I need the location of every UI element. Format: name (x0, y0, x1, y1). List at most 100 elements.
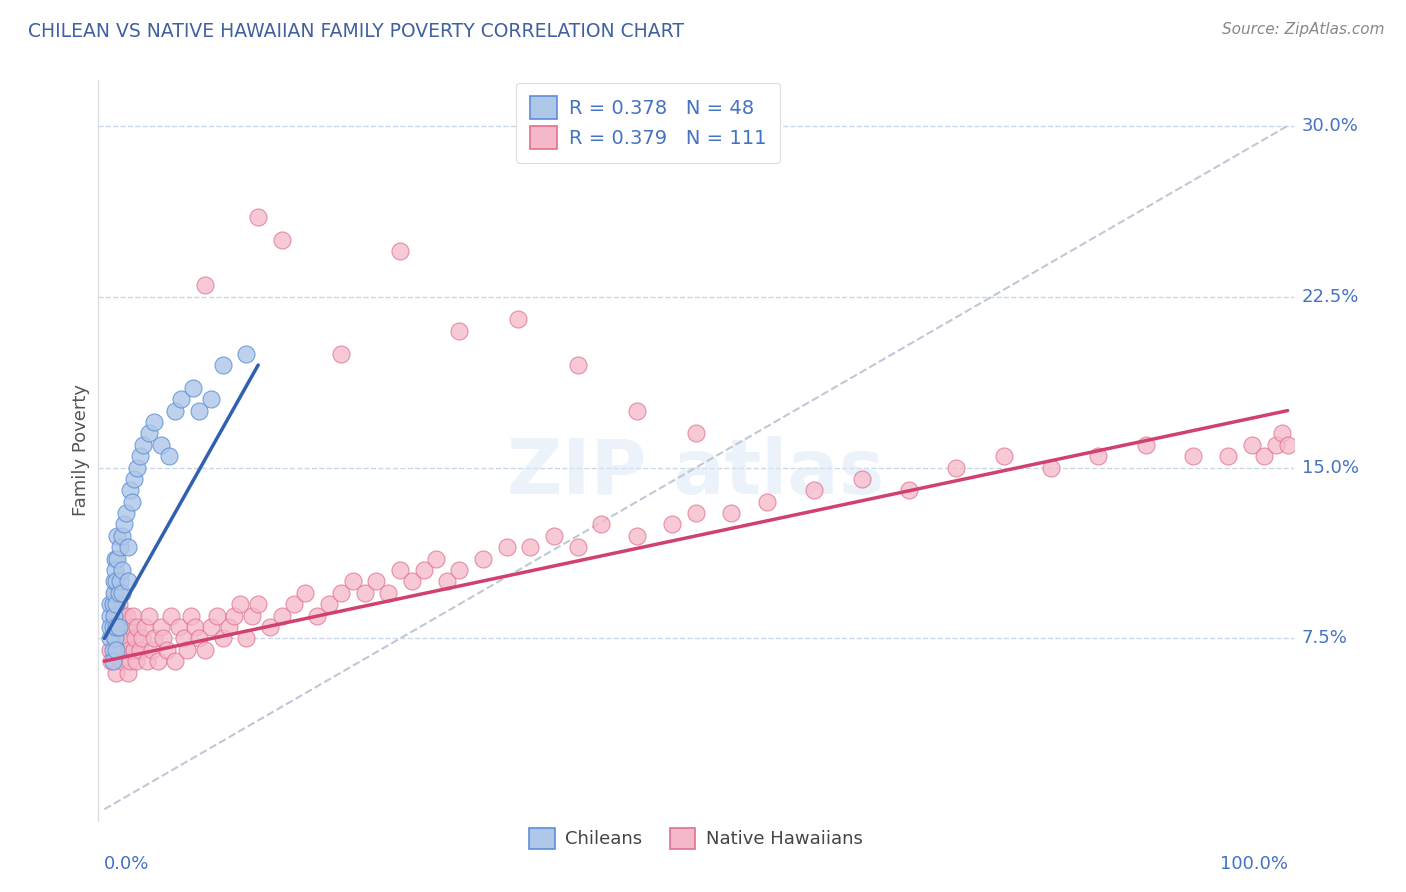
Text: 100.0%: 100.0% (1219, 855, 1288, 873)
Point (114, 517, 136, 532)
Point (218, 620, 240, 634)
Point (124, 632, 146, 646)
Point (114, 506, 136, 520)
Text: 30.0%: 30.0% (1302, 117, 1358, 135)
Point (270, 608, 292, 623)
Point (401, 574, 423, 589)
Point (132, 438, 155, 452)
Point (134, 620, 156, 634)
Point (184, 620, 207, 634)
Point (342, 574, 364, 589)
Point (156, 642, 179, 657)
Point (103, 574, 125, 589)
Point (128, 449, 150, 463)
Point (120, 654, 142, 668)
Point (449, 563, 471, 577)
Point (103, 586, 125, 600)
Point (247, 597, 270, 611)
Point (211, 358, 233, 372)
Point (181, 381, 204, 395)
Point (111, 654, 134, 668)
Point (121, 608, 143, 623)
Point (101, 597, 124, 611)
Point (283, 597, 305, 611)
Point (353, 586, 375, 600)
Y-axis label: Family Poverty: Family Poverty (72, 384, 90, 516)
Point (114, 632, 136, 646)
Point (103, 608, 125, 623)
Point (508, 312, 530, 326)
Point (98, 620, 121, 634)
Point (105, 597, 128, 611)
Point (107, 620, 129, 634)
Point (104, 586, 127, 600)
Point (389, 563, 412, 577)
Point (685, 506, 707, 520)
Point (121, 620, 143, 634)
Point (240, 608, 263, 623)
Point (626, 529, 648, 543)
Point (294, 586, 316, 600)
Point (567, 541, 589, 555)
Point (136, 654, 159, 668)
Point (1264, 438, 1286, 452)
Point (120, 483, 142, 498)
Point (105, 551, 128, 566)
Point (591, 517, 613, 532)
Point (150, 620, 173, 634)
Point (330, 586, 353, 600)
Point (108, 574, 131, 589)
Point (104, 551, 127, 566)
Point (188, 632, 211, 646)
Point (1218, 449, 1240, 463)
Point (107, 597, 129, 611)
Point (105, 574, 128, 589)
Point (229, 597, 252, 611)
Point (141, 642, 163, 657)
Text: ZIP atlas: ZIP atlas (508, 435, 884, 509)
Point (235, 632, 257, 646)
Point (1181, 449, 1204, 463)
Point (1135, 438, 1157, 452)
Point (138, 426, 160, 441)
Point (108, 541, 131, 555)
Point (103, 632, 125, 646)
Point (105, 529, 128, 543)
Point (108, 632, 131, 646)
Point (111, 586, 134, 600)
Point (180, 608, 202, 623)
Point (107, 586, 129, 600)
Text: 15.0%: 15.0% (1302, 458, 1358, 476)
Point (125, 654, 148, 668)
Point (377, 586, 399, 600)
Point (128, 642, 150, 657)
Point (127, 460, 149, 475)
Point (101, 597, 124, 611)
Text: 22.5%: 22.5% (1302, 288, 1360, 306)
Point (117, 632, 139, 646)
Point (98, 608, 121, 623)
Point (157, 449, 180, 463)
Point (118, 642, 141, 657)
Point (259, 620, 281, 634)
Point (131, 632, 153, 646)
Point (103, 608, 125, 623)
Point (330, 346, 353, 360)
Point (114, 620, 136, 634)
Point (1087, 449, 1109, 463)
Point (105, 620, 128, 634)
Point (173, 632, 195, 646)
Point (626, 403, 648, 417)
Point (366, 574, 388, 589)
Text: 7.5%: 7.5% (1302, 630, 1348, 648)
Point (112, 642, 135, 657)
Point (1241, 438, 1264, 452)
Point (1253, 449, 1275, 463)
Point (224, 608, 246, 623)
Point (117, 665, 139, 680)
Point (685, 426, 707, 441)
Point (98, 632, 121, 646)
Point (425, 551, 447, 566)
Point (105, 642, 128, 657)
Point (200, 620, 222, 634)
